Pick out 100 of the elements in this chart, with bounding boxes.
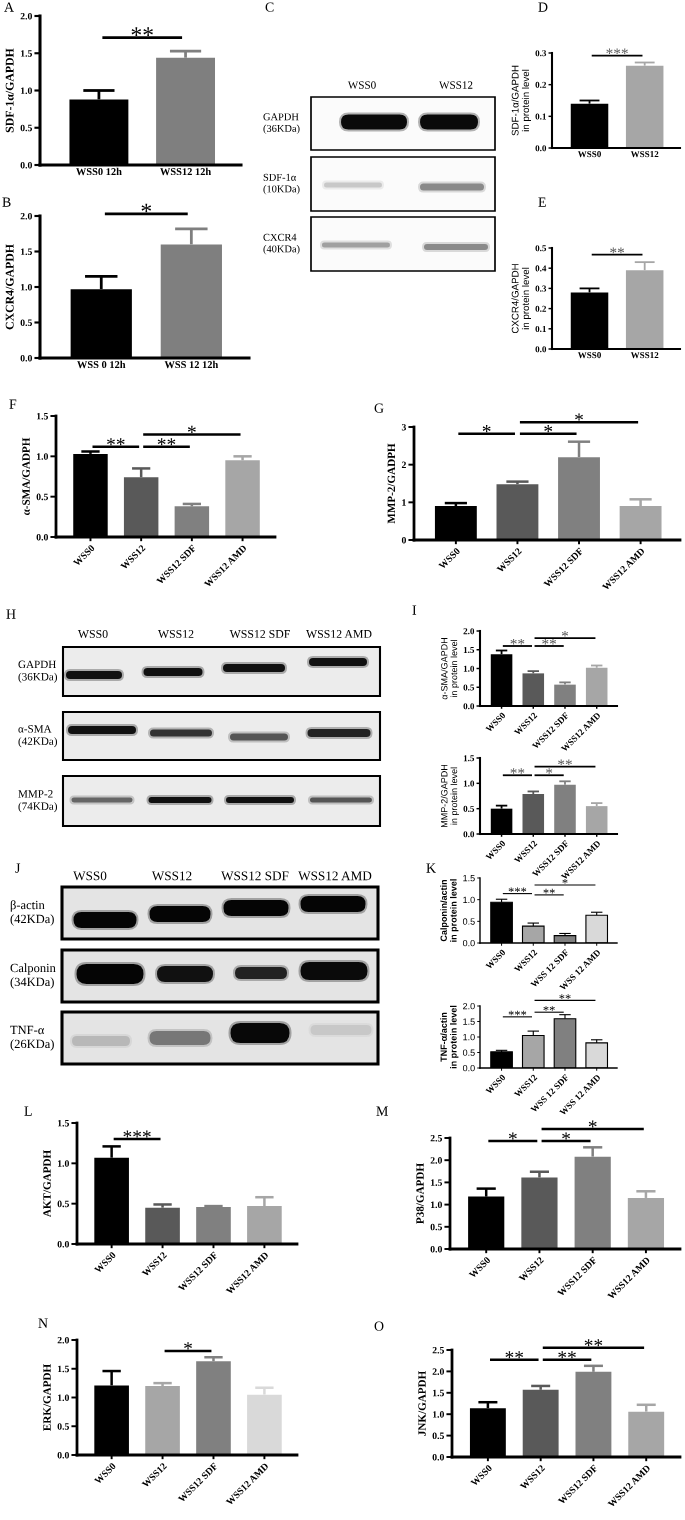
annotation: **	[558, 759, 572, 766]
y-tick-label: 0.0	[535, 346, 547, 353]
y-tick-label: 0.5	[432, 1432, 445, 1440]
y-tick-label: 0.5	[463, 684, 475, 691]
annotation: **	[558, 1351, 576, 1359]
y-tick-label: 0.1	[535, 325, 546, 333]
y-tick-label: 0.0	[57, 1451, 69, 1459]
y-axis-title: SDF-1α/GAPDH in protein level	[511, 65, 531, 136]
text: WSS0	[77, 629, 108, 639]
annotation: ***	[606, 48, 628, 55]
chart-title: E	[538, 197, 546, 207]
y-axis-title: α-SMA/GADPH	[22, 437, 30, 515]
annotation: *	[562, 1132, 570, 1140]
y-tick-label: 0.2	[535, 305, 547, 312]
text: TNF-α (26KDa)	[10, 1025, 54, 1051]
y-tick-label: 0.0	[463, 703, 475, 710]
y-axis-title: SDF-1α/GAPDH	[5, 48, 14, 133]
y-tick-label: 2.0	[57, 1336, 69, 1344]
y-tick-label: 1.0	[20, 283, 32, 291]
y-tick-label: 0.5	[57, 1423, 70, 1430]
y-tick-label: 1.0	[36, 453, 48, 460]
annotation: *	[508, 1132, 517, 1140]
y-tick-label: 2.0	[20, 212, 32, 220]
y-axis-title: ERK/GAPDH	[43, 1364, 51, 1431]
annotation: **	[505, 1351, 524, 1359]
chart-title: O	[374, 1321, 384, 1331]
annotation: **	[543, 1006, 555, 1011]
text: β-actin (42KDa)	[10, 900, 54, 926]
annotation: ***	[123, 1130, 151, 1138]
y-tick-label: 0.0	[462, 939, 475, 947]
annotation: **	[610, 247, 625, 254]
text: GAPDH (36KDa)	[18, 660, 57, 683]
annotation: **	[107, 438, 125, 446]
annotation: **	[510, 768, 525, 774]
text: CXCR4 (40KDa)	[263, 233, 300, 255]
y-tick-label: 1.5	[20, 50, 33, 57]
y-tick-label: 0.0	[432, 1453, 444, 1461]
annotation: ***	[508, 1010, 527, 1016]
chart-title: I	[412, 605, 417, 615]
annotation: **	[157, 438, 176, 446]
y-tick-label: 1.5	[36, 412, 49, 420]
annotation: *	[187, 425, 196, 433]
annotation: ***	[508, 887, 527, 893]
y-tick-label: 1.0	[430, 1201, 442, 1209]
y-tick-label: 0.5	[20, 124, 33, 132]
y-tick-label: 0.2	[535, 81, 547, 88]
chart-title: K	[426, 863, 436, 873]
y-tick-label: 1	[402, 499, 406, 506]
text: MMP-2 (74KDa)	[18, 790, 57, 813]
y-tick-label: 0.5	[57, 1200, 70, 1208]
y-tick-label: 2.5	[430, 1134, 443, 1142]
text: **	[584, 1339, 603, 1347]
chart-title: A	[4, 2, 14, 12]
text: WSS12 SDF	[229, 630, 290, 639]
chart-title: B	[2, 197, 11, 207]
text: WSS12	[439, 81, 473, 89]
y-tick-label: 1.5	[432, 1389, 445, 1397]
y-axis-title: AKT/GAPDH	[43, 1150, 51, 1218]
text: WSS12	[157, 630, 194, 639]
chart-title: G	[374, 403, 384, 413]
y-axis-title: TNF-α/actin in protein level	[440, 1005, 459, 1069]
y-tick-label: 1.0	[432, 1411, 444, 1418]
y-tick-label: 1.0	[463, 665, 475, 672]
y-tick-label: 0	[401, 536, 406, 544]
y-tick-label: 1.0	[57, 1394, 69, 1402]
y-tick-label: 2.0	[432, 1368, 444, 1375]
annotation: *	[482, 425, 491, 433]
annotation: **	[542, 638, 557, 645]
y-tick-label: 1.0	[57, 1160, 69, 1167]
text: H	[6, 609, 16, 619]
text: SDF-1α (10KDa)	[263, 173, 300, 195]
text: J	[15, 863, 21, 873]
annotation: *	[562, 878, 568, 884]
y-tick-label: 0.5	[462, 1049, 475, 1056]
y-axis-title: α-SMA/GAPDH in protein level	[440, 638, 459, 700]
text: *	[575, 413, 583, 421]
y-tick-label: 0.0	[462, 1064, 475, 1072]
annotation: **	[131, 27, 153, 37]
y-tick-label: 0.0	[430, 1245, 442, 1253]
y-tick-label: 1.0	[463, 780, 475, 787]
y-tick-label: 2	[401, 461, 406, 469]
x-tick-label: WSS0 12h	[76, 167, 122, 176]
y-tick-label: 0.0	[20, 354, 32, 362]
annotation: *	[184, 1342, 192, 1350]
chart-title: D	[538, 2, 548, 12]
text: GAPDH (36KDa)	[263, 113, 300, 135]
y-tick-label: 0.5	[463, 805, 475, 812]
y-axis-title: Calponin/actin in protein level	[440, 879, 459, 942]
text: *	[588, 1120, 597, 1128]
y-tick-label: 0.5	[36, 493, 49, 501]
y-tick-label: 0.0	[20, 161, 32, 169]
y-axis-title: MMP-2/GAPDH in protein level	[440, 764, 459, 828]
y-tick-label: 1.5	[430, 1179, 443, 1186]
y-tick-label: 1.5	[463, 1018, 475, 1025]
x-tick-label: WSS 12 12h	[164, 360, 219, 369]
y-tick-label: 1.5	[463, 755, 475, 762]
chart-title: L	[24, 1106, 32, 1116]
chart-title: M	[376, 1106, 388, 1116]
text: α-SMA (42KDa)	[18, 725, 57, 748]
text: C	[265, 2, 274, 12]
